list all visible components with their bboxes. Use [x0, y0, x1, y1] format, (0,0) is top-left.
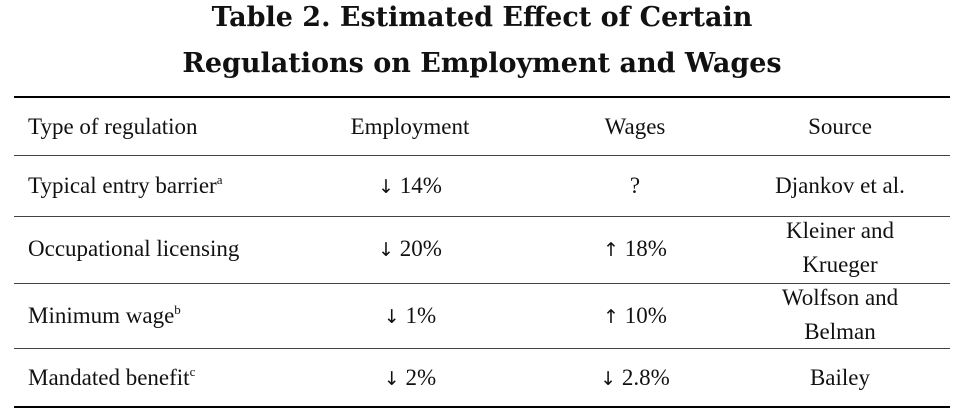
- source-cell: Kleiner and Krueger: [786, 218, 894, 277]
- header-employment: Employment: [350, 114, 470, 139]
- employment-cell: ↓ 20%: [378, 236, 442, 261]
- bottom-rule: [14, 406, 950, 408]
- employment-cell: ↓ 2%: [383, 365, 437, 390]
- employment-cell: ↓ 1%: [383, 303, 437, 328]
- source-cell: Wolfson and Belman: [781, 285, 899, 344]
- source-cell: Djankov et al.: [775, 173, 905, 198]
- wages-cell: ↑ 18%: [603, 236, 667, 261]
- wages-cell: ↓ 2.8%: [600, 365, 670, 390]
- arrow-down-icon: ↓: [378, 176, 394, 198]
- arrow-down-icon: ↓: [383, 306, 400, 328]
- header-source: Source: [808, 114, 872, 139]
- arrow-up-icon: ↑: [603, 306, 619, 328]
- employment-cell: ↓ 14%: [378, 173, 442, 198]
- regulation-cell: Typical entry barriera: [28, 172, 223, 198]
- regulation-cell: Mandated benefitc: [28, 364, 196, 390]
- title-line-1: Table 2. Estimated Effect of Certain: [211, 2, 753, 33]
- regulation-cell: Minimum wageb: [28, 302, 181, 328]
- source-cell: Bailey: [809, 365, 871, 390]
- header-rule: [14, 155, 950, 156]
- footnote-marker: a: [216, 172, 223, 187]
- arrow-down-icon: ↓: [600, 368, 617, 390]
- row-rule: [14, 283, 950, 284]
- wages-cell: ↑ 10%: [603, 303, 667, 328]
- row-rule: [14, 348, 950, 349]
- arrow-down-icon: ↓: [378, 239, 394, 261]
- footnote-marker: c: [189, 364, 196, 379]
- footnote-marker: b: [174, 302, 181, 317]
- arrow-down-icon: ↓: [383, 368, 400, 390]
- regulation-cell: Occupational licensing: [28, 236, 240, 261]
- header-type: Type of regulation: [28, 114, 198, 139]
- title-line-2: Regulations on Employment and Wages: [182, 48, 782, 79]
- wages-cell: ?: [629, 173, 641, 198]
- row-rule: [14, 216, 950, 217]
- header-wages: Wages: [604, 114, 666, 139]
- top-rule: [14, 96, 950, 98]
- arrow-up-icon: ↑: [603, 239, 619, 261]
